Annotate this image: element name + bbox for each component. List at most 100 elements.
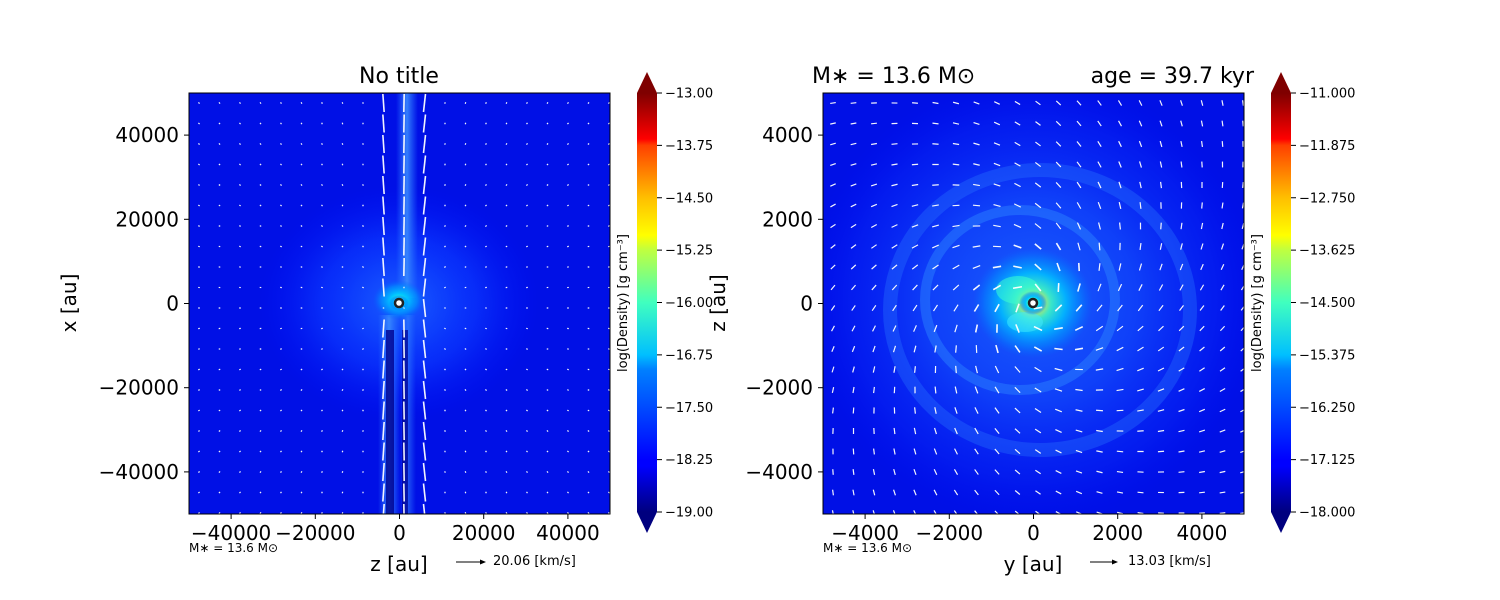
left-velocity-arrow <box>362 225 364 227</box>
right-velocity-arrow <box>911 183 919 187</box>
right-velocity-arrow <box>1157 429 1165 433</box>
right-velocity-arrow <box>1240 491 1244 494</box>
left-ytick-label: −40000 <box>99 460 179 484</box>
right-colorbar-tick-label: −13.625 <box>1299 244 1355 259</box>
left-velocity-arrow <box>505 512 508 514</box>
right-velocity-arrow <box>1159 140 1163 148</box>
right-velocity-arrow <box>893 427 896 435</box>
right-velocity-arrow <box>1116 367 1124 372</box>
left-velocity-arrow <box>321 491 323 494</box>
right-mass-annotation: M∗ = 13.6 M⊙ <box>823 541 912 555</box>
right-velocity-arrow <box>1076 222 1082 230</box>
right-velocity-arrow <box>1096 450 1103 453</box>
right-xtick-label: −2000 <box>915 521 983 545</box>
right-velocity-arrow <box>994 386 1000 394</box>
right-velocity-arrow <box>1055 470 1062 474</box>
right-velocity-arrow <box>1117 304 1123 312</box>
right-velocity-arrow <box>1139 242 1142 251</box>
left-velocity-arrow <box>526 122 528 125</box>
left-velocity-arrow <box>321 512 323 514</box>
left-velocity-arrow <box>259 204 262 207</box>
right-velocity-arrow <box>1180 222 1183 230</box>
right-velocity-vectors <box>830 100 1244 514</box>
right-velocity-arrow <box>852 510 855 514</box>
right-velocity-arrow <box>1199 470 1205 474</box>
right-velocity-arrow <box>1014 510 1020 514</box>
right-velocity-arrow <box>955 365 957 374</box>
right-velocity-arrow <box>993 224 1001 228</box>
left-velocity-arrow <box>546 163 549 166</box>
left-velocity-arrow <box>485 266 487 268</box>
right-velocity-arrow <box>1221 120 1224 127</box>
left-velocity-arrow <box>280 409 282 412</box>
right-velocity-arrow <box>1055 202 1062 209</box>
right-velocity-arrow <box>831 366 835 373</box>
right-velocity-arrow <box>1200 222 1204 230</box>
right-velocity-arrow <box>1055 141 1062 147</box>
right-velocity-arrow <box>932 244 939 249</box>
right-velocity-arrow <box>952 163 960 166</box>
left-velocity-arrow <box>341 389 344 391</box>
right-velocity-arrow <box>871 264 877 270</box>
left-velocity-arrow <box>608 102 610 104</box>
left-velocity-arrow <box>321 348 323 350</box>
left-velocity-arrow <box>321 266 323 268</box>
right-velocity-arrow <box>871 244 877 249</box>
left-ytick-label: 20000 <box>115 207 179 231</box>
right-velocity-arrow <box>871 122 877 125</box>
left-velocity-arrow <box>382 278 385 297</box>
right-velocity-arrow <box>1220 305 1225 311</box>
right-velocity-arrow <box>850 244 857 249</box>
left-velocity-arrow <box>444 368 446 371</box>
right-velocity-arrow <box>1014 469 1021 475</box>
right-vector-key-label: 13.03 [km/s] <box>1128 554 1211 569</box>
right-velocity-arrow <box>1240 471 1244 474</box>
left-velocity-arrow <box>239 225 241 227</box>
left-velocity-arrow <box>300 163 303 166</box>
left-velocity-arrow <box>259 409 262 412</box>
right-velocity-arrow <box>993 142 1001 146</box>
left-velocity-arrow <box>341 225 344 227</box>
right-velocity-arrow <box>1138 100 1143 106</box>
right-velocity-arrow <box>852 489 855 496</box>
right-velocity-arrow <box>851 325 856 332</box>
left-velocity-arrow <box>444 348 446 350</box>
right-velocity-arrow <box>1014 490 1021 495</box>
left-velocity-arrow <box>546 409 549 412</box>
right-velocity-arrow <box>911 204 919 207</box>
left-velocity-arrow <box>567 491 569 494</box>
right-velocity-arrow <box>934 345 937 353</box>
left-velocity-arrow <box>608 143 610 145</box>
left-velocity-arrow <box>341 143 344 145</box>
right-xtick-label: 0 <box>1027 521 1040 545</box>
left-velocity-arrow <box>608 491 610 494</box>
left-velocity-arrow <box>382 421 385 441</box>
left-velocity-arrow <box>526 471 528 473</box>
left-velocity-arrow <box>422 298 427 318</box>
right-velocity-arrow <box>1178 450 1185 453</box>
left-velocity-arrow <box>485 368 487 371</box>
right-velocity-arrow <box>973 101 980 105</box>
right-velocity-arrow <box>933 427 938 435</box>
left-velocity-arrow <box>239 204 241 207</box>
right-velocity-arrow <box>1139 202 1142 209</box>
left-velocity-arrow <box>218 471 221 473</box>
left-velocity-arrow <box>218 491 221 494</box>
right-velocity-arrow <box>1034 263 1042 271</box>
left-velocity-arrow <box>321 450 323 453</box>
right-velocity-arrow <box>1138 284 1143 291</box>
right-velocity-arrow <box>932 122 939 125</box>
right-velocity-arrow <box>992 265 1002 269</box>
left-velocity-arrow <box>422 93 427 113</box>
left-velocity-arrow <box>422 175 427 195</box>
right-velocity-arrow <box>891 143 898 145</box>
left-velocity-arrow <box>608 184 610 186</box>
left-velocity-arrow <box>300 389 303 391</box>
left-velocity-arrow <box>485 163 487 166</box>
left-velocity-arrow <box>382 503 385 514</box>
left-velocity-arrow <box>505 143 508 145</box>
left-velocity-arrow <box>259 450 262 453</box>
left-velocity-arrow <box>422 462 427 482</box>
right-velocity-arrow <box>1098 263 1101 271</box>
left-velocity-arrow <box>239 143 241 145</box>
